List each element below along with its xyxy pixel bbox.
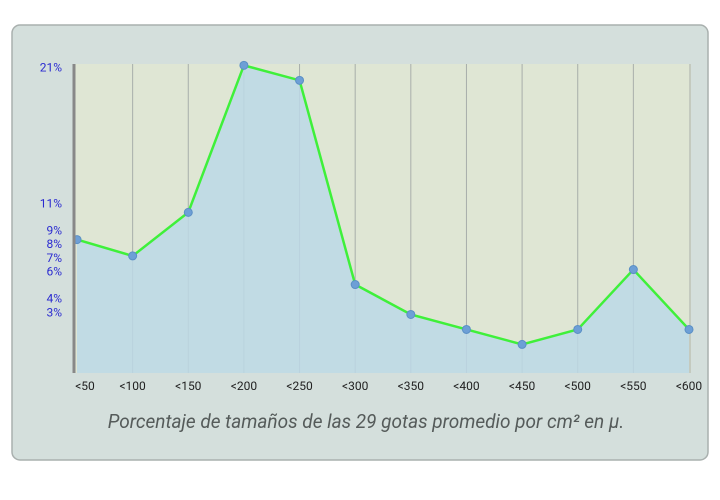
point	[128, 251, 138, 261]
y-tick-label: 3%	[46, 305, 62, 319]
x-tick-label: <200	[231, 379, 258, 393]
x-tick-label: <450	[509, 379, 536, 393]
y-tick-label: 8%	[46, 237, 62, 251]
x-tick-label: <600	[676, 379, 703, 393]
point	[406, 309, 416, 319]
point	[350, 280, 360, 290]
x-tick-label: <50	[75, 379, 95, 393]
point	[628, 265, 638, 275]
y-tick-label: 6%	[46, 264, 62, 278]
point	[684, 324, 694, 334]
line	[76, 63, 690, 346]
y-tick-label: 11%	[40, 196, 62, 210]
point	[517, 339, 527, 349]
x-axis-label: Porcentaje de tamaños de las 29 gotas pr…	[108, 410, 624, 433]
x-tick-label: <400	[453, 379, 480, 393]
point	[183, 207, 193, 217]
point	[573, 324, 583, 334]
x-tick-label: <300	[342, 379, 369, 393]
y-tick-label: 7%	[46, 251, 62, 265]
x-tick-label: <150	[175, 379, 202, 393]
point	[239, 60, 249, 70]
x-tick-label: <500	[565, 379, 592, 393]
x-tick-label: <350	[398, 379, 425, 393]
area	[77, 65, 689, 373]
x-tick-label: <100	[119, 379, 146, 393]
y-tick-label: 9%	[46, 224, 62, 238]
x-tick-label: <550	[620, 379, 647, 393]
y-tick-label: 21%	[40, 60, 62, 74]
y-tick-label: 4%	[46, 292, 62, 306]
point	[295, 75, 305, 85]
x-tick-label: <250	[286, 379, 313, 393]
point	[461, 324, 471, 334]
